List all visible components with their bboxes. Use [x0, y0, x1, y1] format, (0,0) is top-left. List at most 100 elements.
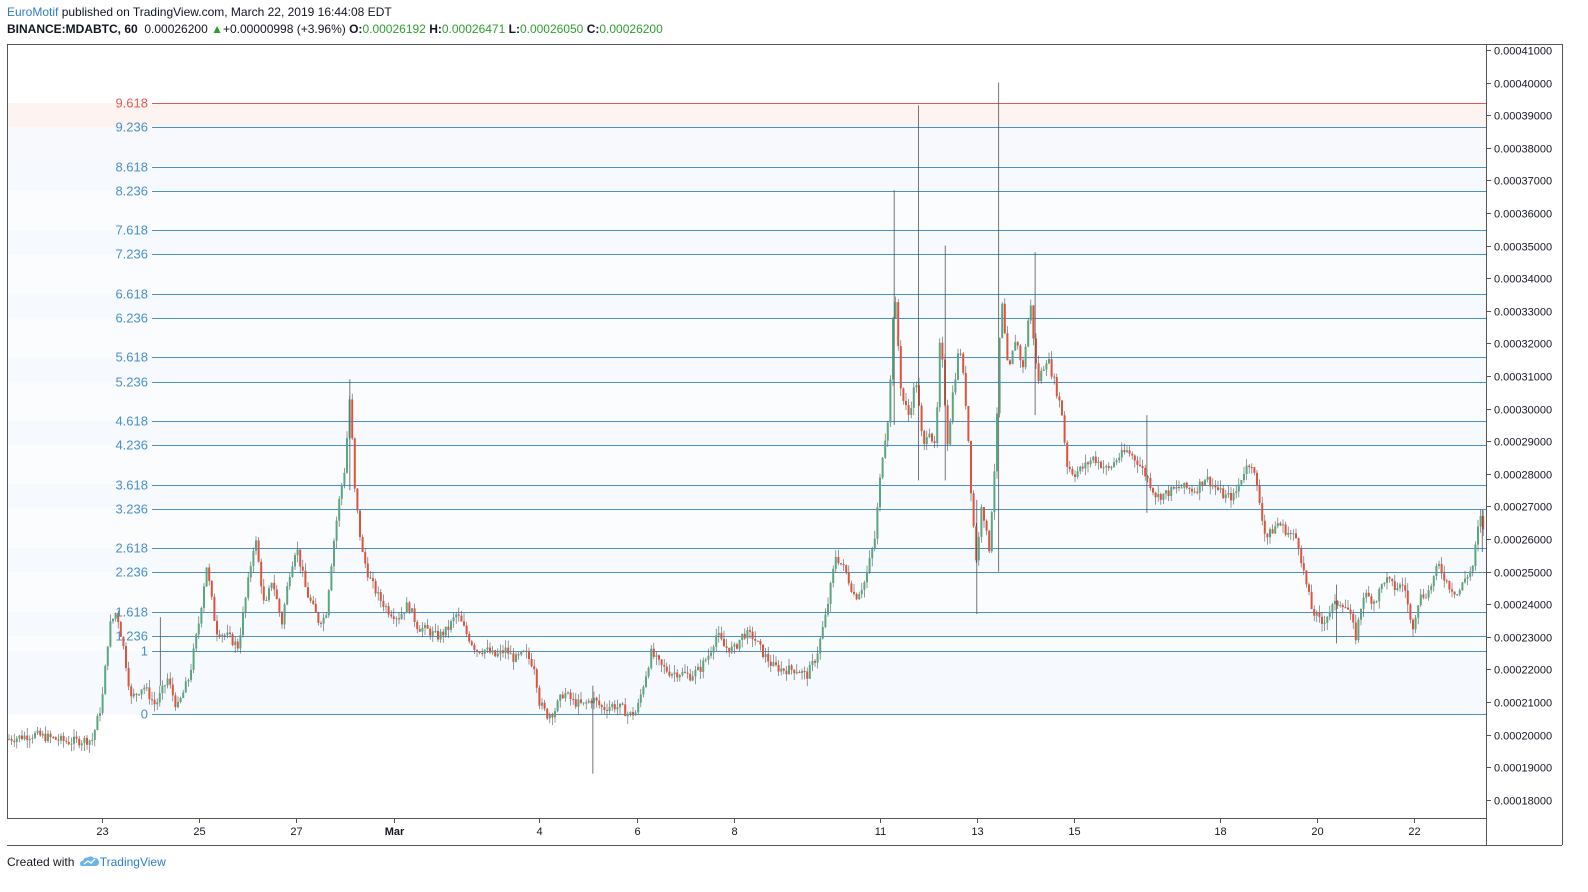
time-tick-label: 18: [1214, 826, 1226, 838]
candle-body: [1360, 608, 1362, 620]
chart-frame: [7, 44, 1563, 846]
candle-body: [125, 646, 127, 668]
candle-body: [400, 614, 403, 620]
candle-body: [1469, 571, 1472, 577]
candle-body: [247, 577, 250, 598]
candle-body: [1248, 465, 1251, 468]
candle-body: [957, 353, 959, 380]
candle-body: [520, 651, 523, 655]
candle-body: [691, 676, 694, 681]
price-tick-label: 0.00027000: [1494, 502, 1552, 514]
candle-body: [1206, 476, 1209, 480]
candle-body: [1006, 333, 1009, 361]
candle-body: [1412, 619, 1414, 630]
candle-body: [148, 687, 151, 700]
price-tick-label: 0.00039000: [1494, 111, 1552, 123]
candle-body: [1295, 533, 1297, 539]
price-tick-label: 0.00030000: [1494, 405, 1552, 417]
candle-body: [1149, 477, 1152, 489]
candle-body: [1097, 461, 1100, 464]
time-axis[interactable]: 23 25 27 Mar 4 6 8 11 13 15 18 20 22: [96, 818, 1421, 838]
candle-body: [1274, 526, 1277, 534]
candle-body: [1063, 415, 1066, 443]
candle-body: [213, 596, 216, 621]
candle-body: [788, 665, 790, 675]
candle-body: [156, 702, 159, 705]
candle-body: [255, 540, 257, 551]
candle-body: [486, 647, 489, 650]
candle-body: [1365, 592, 1368, 598]
candle-body: [1196, 491, 1199, 493]
candle-body: [715, 635, 718, 647]
candle-body: [712, 646, 715, 653]
candle-body: [533, 666, 536, 670]
candle-body: [1058, 396, 1061, 401]
price-tick-label: 0.00036000: [1494, 209, 1552, 221]
candle-body: [749, 630, 751, 632]
high-label: H:: [429, 22, 442, 36]
candle-body: [242, 612, 244, 636]
candle-body: [964, 372, 967, 406]
time-tick-label: 13: [971, 826, 983, 838]
candle-body: [184, 681, 187, 693]
candle-body: [863, 582, 866, 590]
candle-body: [1362, 597, 1365, 609]
candle-body: [1453, 591, 1456, 595]
candle-body: [743, 633, 746, 639]
candle-body: [577, 699, 580, 707]
candle-body: [780, 668, 783, 672]
fib-label: 4.236: [115, 438, 148, 453]
candle-body: [1144, 467, 1147, 477]
candle-body: [288, 576, 291, 587]
candle-body: [468, 634, 471, 642]
price-axis[interactable]: 0.00018000 0.00019000 0.00020000 0.00021000…: [1486, 46, 1552, 808]
candle-body: [127, 667, 130, 687]
candle-body: [286, 586, 289, 605]
fib-label: 5.618: [115, 350, 148, 365]
candle-body: [840, 563, 842, 565]
candle-body: [782, 668, 785, 671]
candle-body: [1133, 455, 1136, 461]
candle-body: [1305, 570, 1308, 585]
candle-body: [210, 580, 213, 597]
candle-body: [819, 638, 822, 654]
candle-body: [736, 644, 738, 649]
candle-body: [450, 621, 452, 630]
candle-body: [710, 652, 712, 656]
candle-body: [1279, 523, 1282, 526]
candle-body: [408, 602, 411, 612]
candle-body: [273, 582, 276, 590]
candle-body: [829, 583, 832, 604]
candle-body: [595, 697, 598, 701]
candle-body: [517, 654, 520, 656]
candle-body: [88, 740, 91, 745]
candle-body: [561, 694, 564, 699]
candle-body: [424, 625, 426, 628]
candle-body: [166, 678, 169, 686]
fib-band: [7, 381, 1486, 421]
candle-body: [21, 735, 23, 740]
candle-body: [951, 392, 954, 421]
candle-body: [382, 600, 385, 607]
candle-body: [1474, 544, 1477, 566]
price-tick-label: 0.00023000: [1494, 633, 1552, 645]
candle-body: [13, 740, 16, 743]
candle-body: [1451, 589, 1453, 592]
fib-band: [7, 484, 1486, 509]
time-tick-label: 25: [193, 826, 205, 838]
fib-label: 6.618: [115, 287, 148, 302]
candle-body: [832, 568, 835, 584]
candle-body: [36, 730, 39, 734]
candle-body: [52, 737, 55, 739]
candle-body: [946, 405, 949, 445]
tradingview-brand[interactable]: TradingView: [99, 855, 166, 869]
candle-body: [1271, 529, 1274, 534]
candle-body: [1170, 487, 1173, 497]
candle-body: [28, 739, 31, 741]
candle-body: [1391, 578, 1394, 582]
candle-body: [1172, 487, 1175, 489]
candle-body: [663, 664, 666, 667]
candle-body: [1331, 604, 1334, 612]
author-link[interactable]: EuroMotif: [7, 5, 59, 19]
